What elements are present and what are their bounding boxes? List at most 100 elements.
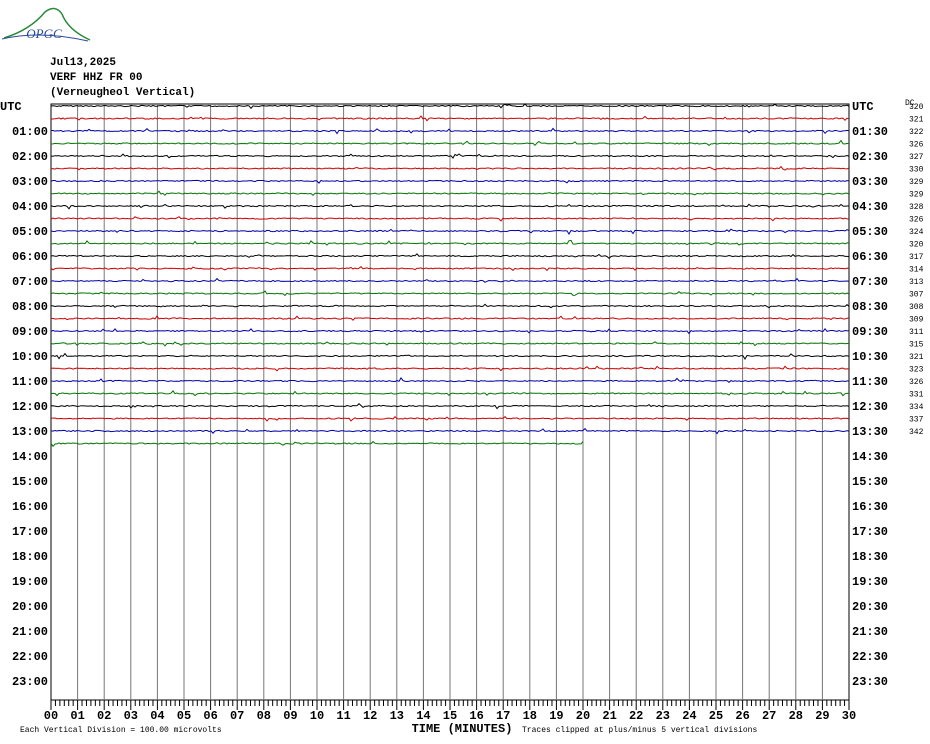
minute-label: 29 xyxy=(815,709,829,723)
trace xyxy=(50,266,850,272)
right-hour-label: 03:30 xyxy=(852,175,888,189)
minute-label: 26 xyxy=(735,709,749,723)
minute-label: 27 xyxy=(762,709,776,723)
trace xyxy=(50,365,850,372)
left-hour-label: 08:00 xyxy=(12,300,48,314)
description: (Verneugheol Vertical) xyxy=(50,87,195,99)
trace xyxy=(50,403,850,410)
dc-value: 331 xyxy=(909,391,924,400)
left-hour-label: 20:00 xyxy=(12,600,48,614)
trace xyxy=(50,341,849,347)
dc-value: 329 xyxy=(909,178,924,187)
trace xyxy=(50,165,850,171)
left-hour-label: 11:00 xyxy=(12,375,48,389)
minute-label: 22 xyxy=(629,709,643,723)
right-hour-label: 14:30 xyxy=(852,450,888,464)
clip-note: Traces clipped at plus/minus 5 vertical … xyxy=(522,726,757,735)
minute-label: 02 xyxy=(97,709,111,723)
minute-label: 24 xyxy=(682,709,696,723)
left-hour-label: 12:00 xyxy=(12,400,48,414)
minute-label: 10 xyxy=(310,709,324,723)
minute-label: 01 xyxy=(70,709,84,723)
right-hour-label: 05:30 xyxy=(852,225,888,239)
minute-label: 30 xyxy=(842,709,856,723)
dc-value: 327 xyxy=(909,153,924,162)
minute-label: 04 xyxy=(150,709,164,723)
dc-value: 329 xyxy=(909,191,924,200)
minute-label: 16 xyxy=(469,709,483,723)
scale-note: Each Vertical Division = 100.00 microvol… xyxy=(20,726,222,735)
axis-title: TIME (MINUTES) xyxy=(412,722,513,736)
dc-value: 314 xyxy=(909,266,924,275)
right-hour-label: 13:30 xyxy=(852,425,888,439)
trace xyxy=(50,427,850,435)
minute-label: 07 xyxy=(230,709,244,723)
date: Jul13,2025 xyxy=(50,57,116,69)
minute-label: 28 xyxy=(789,709,803,723)
minute-label: 11 xyxy=(336,709,350,723)
dc-value: 337 xyxy=(909,416,924,425)
left-hour-label: 02:00 xyxy=(12,150,48,164)
minute-label: 05 xyxy=(177,709,191,723)
minute-label: 08 xyxy=(257,709,271,723)
left-hour-label: 07:00 xyxy=(12,275,48,289)
dc-header: DC xyxy=(905,99,915,108)
trace xyxy=(50,315,850,321)
logo: OPGC xyxy=(1,7,91,42)
left-hour-label: 05:00 xyxy=(12,225,48,239)
trace xyxy=(50,277,850,283)
right-hour-label: 18:30 xyxy=(852,550,888,564)
minute-label: 21 xyxy=(602,709,616,723)
left-hour-label: 09:00 xyxy=(12,325,48,339)
dc-value: 308 xyxy=(909,303,924,312)
left-hour-label: 21:00 xyxy=(12,625,48,639)
trace xyxy=(50,352,850,360)
trace xyxy=(50,179,850,184)
left-hour-label: 13:00 xyxy=(12,425,48,439)
trace xyxy=(50,203,849,210)
minute-label: 06 xyxy=(203,709,217,723)
right-hour-label: 20:30 xyxy=(852,600,888,614)
trace xyxy=(50,139,850,147)
right-hour-label: 16:30 xyxy=(852,500,888,514)
right-hour-label: 07:30 xyxy=(852,275,888,289)
left-hour-label: 23:00 xyxy=(12,675,48,689)
trace xyxy=(50,440,584,448)
right-hour-label: 22:30 xyxy=(852,650,888,664)
trace xyxy=(50,153,850,159)
minute-label: 17 xyxy=(496,709,510,723)
logo-text: OPGC xyxy=(26,26,62,41)
trace xyxy=(50,303,850,309)
right-hour-label: 23:30 xyxy=(852,675,888,689)
dc-value: 324 xyxy=(909,228,924,237)
dc-value: 326 xyxy=(909,216,924,225)
dc-value: 309 xyxy=(909,316,924,325)
minute-label: 03 xyxy=(124,709,138,723)
right-hour-label: 11:30 xyxy=(852,375,888,389)
trace xyxy=(50,376,850,383)
right-hour-label: 21:30 xyxy=(852,625,888,639)
minute-label: 19 xyxy=(549,709,563,723)
left-hour-label: 15:00 xyxy=(12,475,48,489)
dc-value: 321 xyxy=(909,353,924,362)
left-hour-label: 04:00 xyxy=(12,200,48,214)
minute-label: 12 xyxy=(363,709,377,723)
trace xyxy=(50,389,850,397)
trace xyxy=(50,103,850,110)
dc-value: 311 xyxy=(909,328,924,337)
dc-value: 320 xyxy=(909,241,924,250)
trace xyxy=(51,415,850,422)
left-hour-label: 22:00 xyxy=(12,650,48,664)
dc-value: 326 xyxy=(909,141,924,150)
trace xyxy=(50,253,850,259)
left-hour-label: 03:00 xyxy=(12,175,48,189)
left-hour-label: 01:00 xyxy=(12,125,48,139)
dc-value: 342 xyxy=(909,428,924,437)
left-hour-label: 18:00 xyxy=(12,550,48,564)
left-hour-label: 06:00 xyxy=(12,250,48,264)
trace xyxy=(50,127,850,135)
right-hour-label: 02:30 xyxy=(852,150,888,164)
minute-label: 25 xyxy=(709,709,723,723)
dc-value: 317 xyxy=(909,253,924,262)
